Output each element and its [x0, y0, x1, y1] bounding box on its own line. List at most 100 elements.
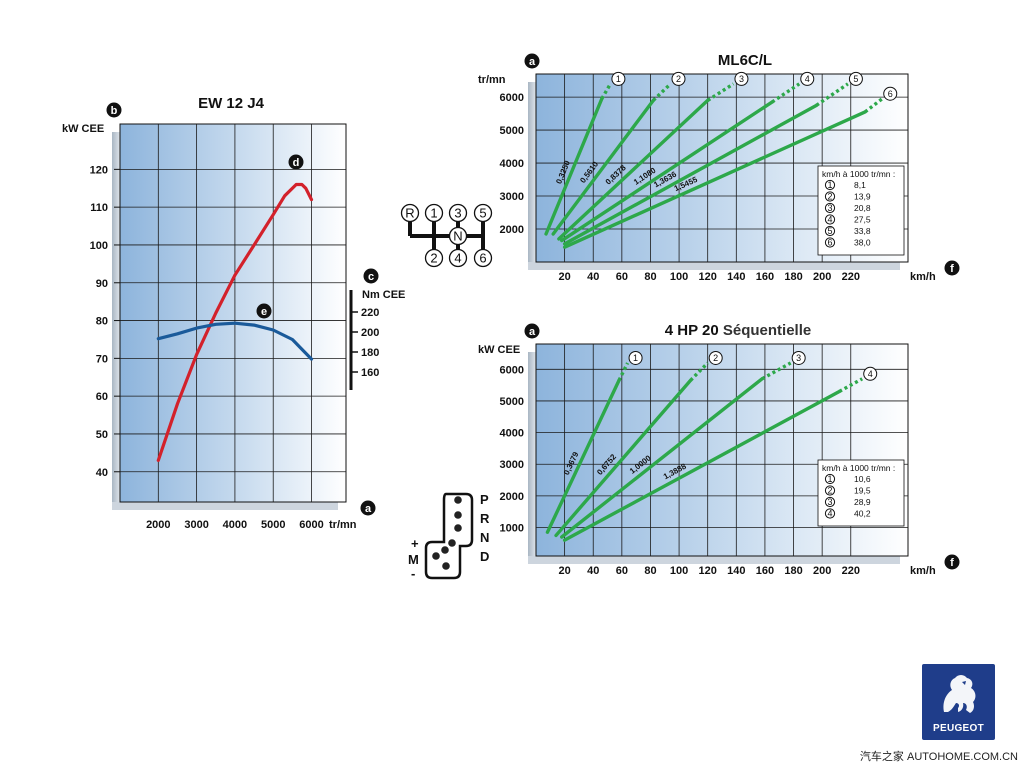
shift-bottom-circle-1 [448, 248, 468, 268]
x-tick-label-9: 200 [813, 271, 831, 283]
ml6c-gear-label-6-circle [883, 86, 898, 101]
ml6c-gear-line-2 [551, 98, 656, 236]
x-tick-label-0: 20 [558, 271, 570, 283]
ml6c-gear-label-4: 4 [805, 74, 810, 84]
footer-watermark: 汽车之家 AUTOHOME.COM.CN [859, 751, 1018, 763]
hp20-legend-title: km/h à 1000 tr/mn : [822, 463, 895, 473]
ml6c-x-badge-circle [944, 260, 960, 276]
x-tick-label-4: 6000 [299, 519, 323, 531]
hp20-legend-num-4-circle [824, 508, 836, 519]
y-tick-label-1: 3000 [500, 191, 524, 203]
ml6c-legend-value-3: 20,8 [854, 203, 871, 213]
plot-shadow-left [528, 352, 536, 564]
hp20-x-badge-circle [944, 554, 960, 570]
y-tick-label-2: 3000 [500, 459, 524, 471]
engine-right-label: Nm CEE [362, 289, 405, 301]
ml6c-legend-num-6: 6 [827, 238, 832, 248]
x-tick-label-4: 100 [670, 565, 688, 577]
gate-position-dot-6 [442, 562, 450, 570]
x-tick-label-9: 200 [813, 565, 831, 577]
y-tick-label-4: 80 [96, 316, 108, 328]
hp20-y-label: kW CEE [478, 344, 520, 356]
gate-position-dot-0 [454, 496, 462, 504]
y-tick-label-3: 70 [96, 353, 108, 365]
engine-right-badge: c [368, 271, 374, 283]
gate-position-dot-3 [448, 539, 456, 547]
engine-right-tick-label-2: 200 [361, 327, 379, 339]
x-tick-label-7: 160 [756, 565, 774, 577]
hp20-gear-label-4-circle [863, 366, 878, 381]
hp20-legend-value-1: 10,6 [854, 474, 871, 484]
engine-y-badge-circle [106, 102, 122, 118]
gate-left-label-0: + [411, 536, 419, 551]
hp20-legend-num-3-circle [824, 496, 836, 508]
y-tick-label-1: 50 [96, 429, 108, 441]
plot-shadow-bottom [112, 502, 338, 510]
ml6c-legend-num-1-circle [824, 179, 836, 191]
ml6c-legend-title: km/h à 1000 tr/mn : [822, 169, 895, 179]
engine-series-e [156, 321, 314, 361]
engine-x-badge-circle [360, 500, 376, 516]
ml6c-y-badge-circle [524, 53, 540, 69]
hp20-legend-num-1: 1 [827, 474, 832, 484]
x-tick-label-2: 60 [616, 565, 628, 577]
ml6c-gear-label-1-circle [611, 71, 626, 86]
hp20-legend-num-2: 2 [827, 486, 832, 496]
ml6c-chart: 2000 3000 4000 5000 6000 20 40 60 80 100 120 140 160… [478, 52, 960, 283]
hp20-gear-line-4 [562, 389, 842, 542]
ml6c-gear-dash-1 [600, 83, 612, 100]
ml6c-legend-num-3-circle [824, 202, 836, 214]
shift-top-circle-1 [424, 203, 444, 223]
hp20-gear-label-3: 3 [796, 353, 801, 363]
hp20-y-badge: a [529, 326, 536, 338]
ml6c-legend-value-2: 13,9 [854, 192, 871, 202]
engine-x-label: tr/mn [329, 519, 357, 531]
ml6c-gear-dash-2 [652, 82, 672, 102]
shift-center-circle [448, 226, 468, 246]
ml6c-gear-label-2-circle [671, 71, 686, 86]
shift-top-circle-3 [473, 203, 493, 223]
x-tick-label-1: 40 [587, 565, 599, 577]
x-tick-label-3: 80 [644, 565, 656, 577]
ml6c-legend-num-5-circle [824, 225, 836, 237]
gate-position-dot-4 [441, 546, 449, 554]
ml6c-gear-label-3-circle [734, 71, 749, 86]
y-tick-label-0: 40 [96, 467, 108, 479]
shift-center-label: N [453, 229, 462, 244]
lion-icon [943, 675, 976, 713]
shift-bottom-label-0: 2 [430, 251, 437, 266]
hp20-gear-label-3-circle [791, 350, 806, 365]
x-tick-label-6: 140 [727, 565, 745, 577]
hp20-legend-value-4: 40,2 [854, 509, 871, 519]
engine-x-badge: a [365, 503, 372, 515]
shift-top-label-2: 3 [454, 206, 461, 221]
engine-y-badge: b [111, 105, 118, 117]
x-tick-label-10: 220 [842, 271, 860, 283]
shift-top-circle-0 [400, 203, 420, 223]
ml6c-legend-num-3: 3 [827, 203, 832, 213]
ml6c-gear-label-1: 1 [616, 74, 621, 84]
hp20-legend-num-1-circle [824, 473, 836, 485]
ml6c-gear-label-2: 2 [676, 74, 681, 84]
y-tick-label-5: 6000 [500, 364, 524, 376]
y-tick-label-0: 1000 [500, 523, 524, 535]
ml6c-gear-line-6 [562, 110, 867, 249]
brand-name: PEUGEOT [933, 723, 984, 734]
x-tick-label-2: 60 [616, 271, 628, 283]
plot-shadow-bottom [528, 262, 900, 270]
shift-bottom-label-2: 6 [479, 251, 486, 266]
gate-right-label-3: D [480, 549, 489, 564]
x-tick-label-4: 100 [670, 271, 688, 283]
ml6c-gear-label-6: 6 [888, 89, 893, 99]
x-tick-label-1: 3000 [184, 519, 208, 531]
engine-series-marker-e: e [261, 306, 267, 318]
y-tick-label-0: 2000 [500, 224, 524, 236]
x-tick-label-0: 20 [558, 565, 570, 577]
x-tick-label-3: 5000 [261, 519, 285, 531]
hp20-x-badge: f [950, 557, 954, 569]
x-tick-label-1: 40 [587, 271, 599, 283]
hp20-gear-label-2-circle [708, 350, 723, 365]
ml6c-gear-line-4 [560, 100, 774, 243]
